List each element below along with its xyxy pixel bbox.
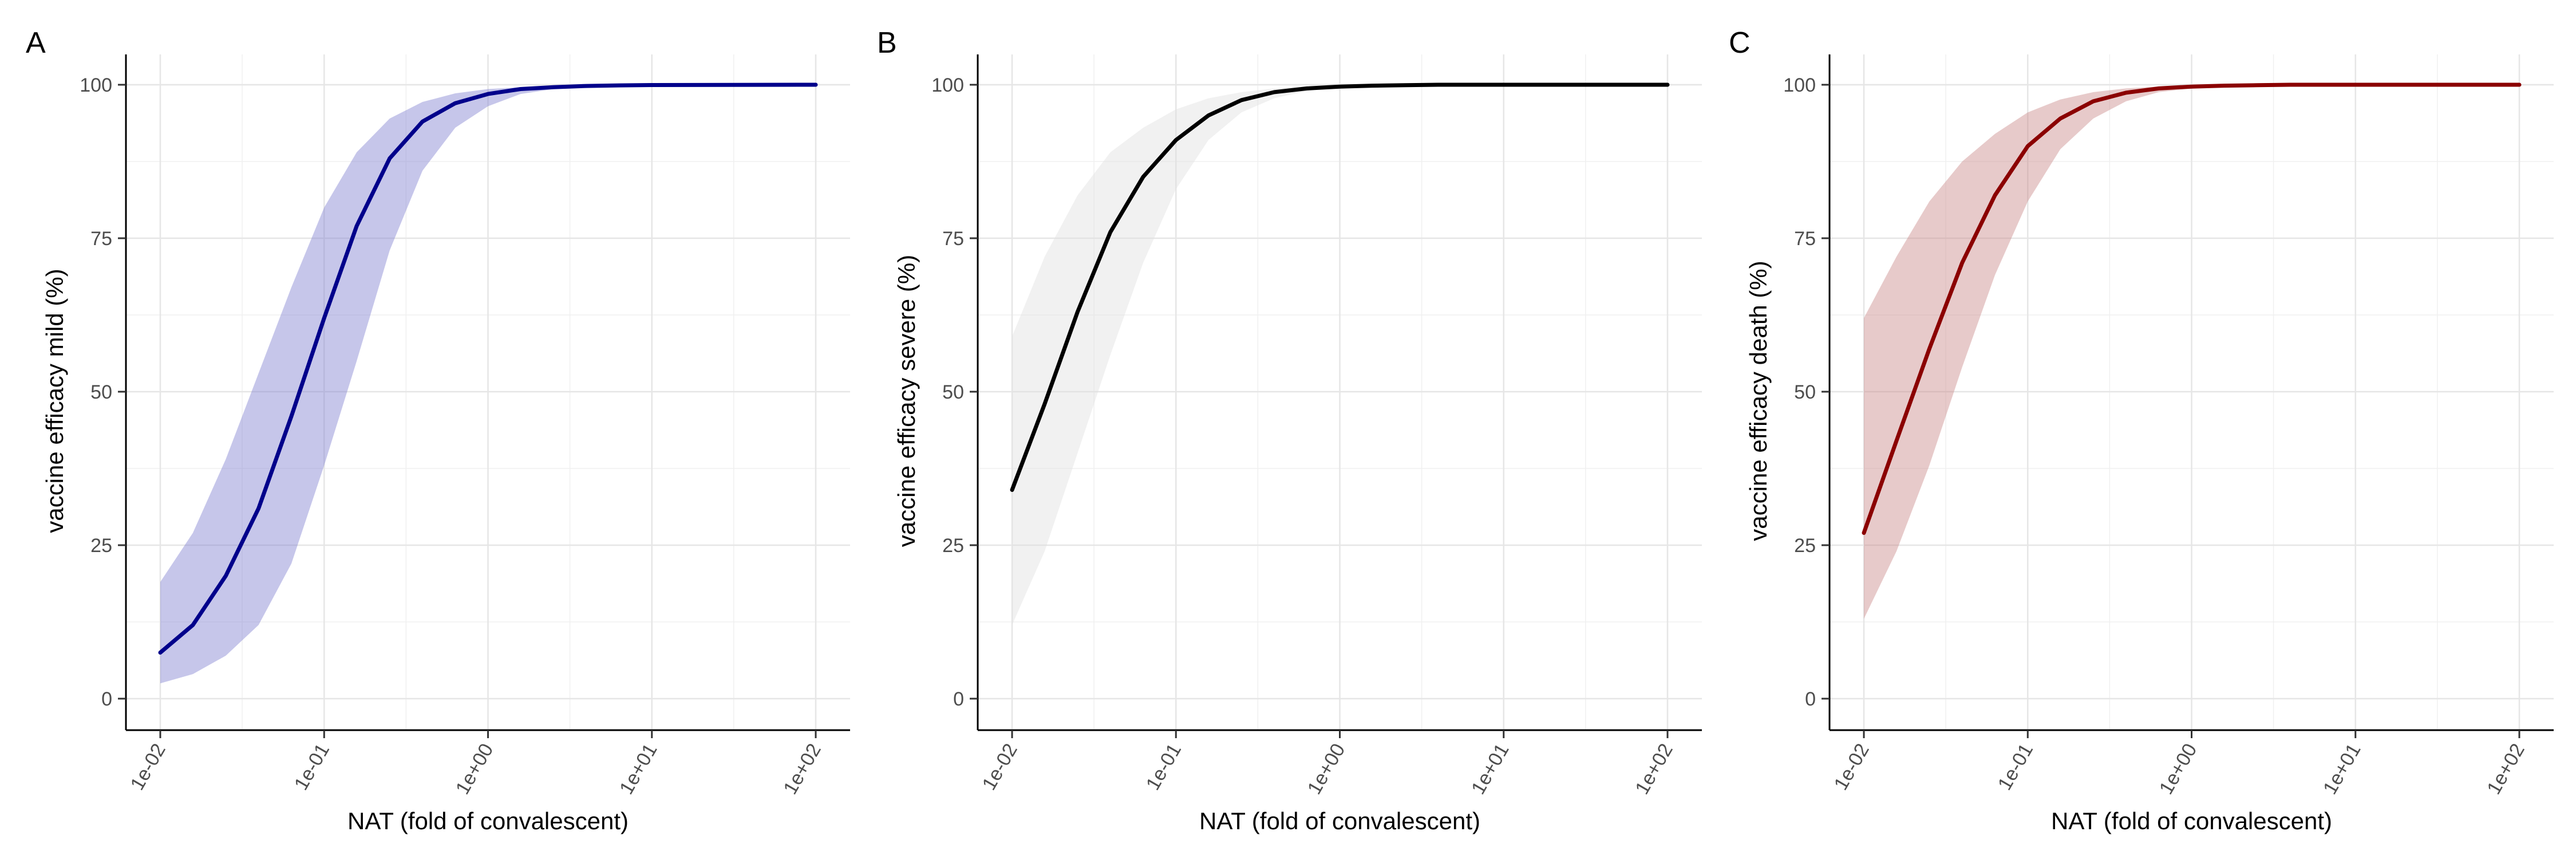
y-axis-title: vaccine efficacy mild (%) bbox=[41, 269, 68, 533]
x-tick-label: 1e+02 bbox=[779, 740, 825, 798]
y-tick-label: 100 bbox=[1783, 74, 1816, 96]
x-tick-label: 1e-01 bbox=[1142, 740, 1186, 794]
y-tick-label: 25 bbox=[942, 535, 964, 557]
x-tick-label: 1e+01 bbox=[615, 740, 662, 798]
x-tick-label: 1e+01 bbox=[2319, 740, 2365, 798]
y-axis-title: vaccine efficacy death (%) bbox=[1745, 261, 1772, 541]
series-line bbox=[1862, 82, 2522, 535]
confidence-band bbox=[160, 85, 816, 684]
x-axis-title: NAT (fold of convalescent) bbox=[347, 807, 629, 834]
series-line bbox=[158, 82, 818, 655]
y-tick-label: 25 bbox=[90, 535, 112, 557]
panel-label: B bbox=[877, 26, 897, 60]
x-tick-label: 1e-01 bbox=[290, 740, 334, 794]
y-tick-label: 75 bbox=[1794, 228, 1816, 250]
x-tick-label: 1e+00 bbox=[2155, 740, 2202, 798]
x-tick-label: 1e+00 bbox=[452, 740, 498, 798]
y-tick-label: 0 bbox=[1805, 688, 1816, 710]
x-tick-label: 1e+01 bbox=[1467, 740, 1514, 798]
panel-c: 0 25 50 75 100 1e-02 1e-01 1e+00 1e+01 1e+02 NAT (… bbox=[1729, 26, 2554, 834]
y-tick-label: 0 bbox=[953, 688, 964, 710]
x-tick-label: 1e-01 bbox=[1994, 740, 2037, 794]
panel-b: 0 25 50 75 100 1e-02 1e-01 1e+00 1e+01 1e+02 NAT (… bbox=[877, 26, 1702, 834]
x-axis-title: NAT (fold of convalescent) bbox=[2051, 807, 2332, 834]
x-tick-label: 1e-02 bbox=[1830, 740, 1874, 794]
x-tick-label: 1e+02 bbox=[2483, 740, 2529, 798]
y-tick-label: 100 bbox=[80, 74, 112, 96]
y-tick-label: 0 bbox=[101, 688, 112, 710]
series-line bbox=[1010, 82, 1670, 492]
y-tick-label: 75 bbox=[942, 228, 964, 250]
panel-label: A bbox=[26, 26, 46, 60]
y-tick-label: 25 bbox=[1794, 535, 1816, 557]
y-tick-label: 75 bbox=[90, 228, 112, 250]
y-tick-label: 50 bbox=[90, 381, 112, 403]
panel-label: C bbox=[1729, 26, 1751, 60]
y-tick-label: 50 bbox=[942, 381, 964, 403]
y-axis-title: vaccine efficacy severe (%) bbox=[893, 255, 920, 547]
y-tick-label: 100 bbox=[931, 74, 964, 96]
x-tick-label: 1e-02 bbox=[127, 740, 170, 794]
x-tick-label: 1e+00 bbox=[1303, 740, 1350, 798]
panel-a: 0 25 50 75 100 1e-02 1e-01 1e+00 1e+01 1e+02 NAT (… bbox=[26, 26, 850, 834]
x-tick-label: 1e-02 bbox=[978, 740, 1022, 794]
x-axis-title: NAT (fold of convalescent) bbox=[1199, 807, 1480, 834]
x-tick-label: 1e+02 bbox=[1631, 740, 1677, 798]
y-tick-label: 50 bbox=[1794, 381, 1816, 403]
